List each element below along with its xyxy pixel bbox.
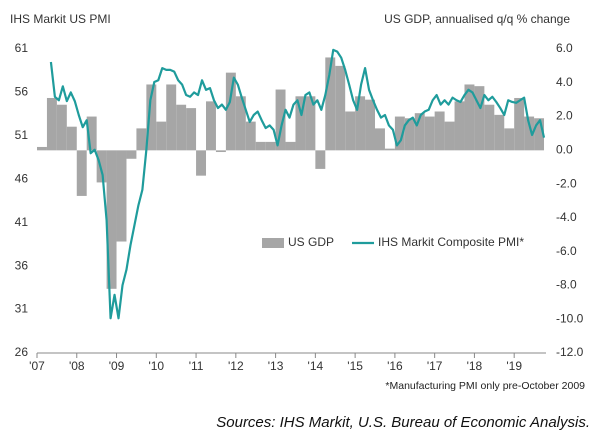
bar (384, 148, 395, 151)
x-tick-label: '19 (506, 359, 522, 373)
y2-tick-label: 0.0 (556, 143, 573, 157)
pmi-line (49, 48, 546, 320)
bar (166, 84, 177, 151)
y-tick-label: 31 (15, 302, 29, 316)
bar (404, 118, 415, 151)
x-tick-label: '17 (427, 359, 443, 373)
bar (504, 128, 515, 151)
bar (126, 150, 137, 159)
bar (464, 84, 475, 151)
bar (325, 57, 336, 151)
y2-tick-label: -8.0 (556, 278, 577, 292)
y-tick-label: 51 (15, 128, 29, 142)
y-tick-label: 41 (15, 215, 29, 229)
bar (96, 150, 107, 183)
x-tick-label: '18 (467, 359, 483, 373)
bar (156, 121, 167, 151)
bar (514, 97, 525, 151)
bar (66, 126, 77, 151)
x-tick-label: '10 (148, 359, 164, 373)
bar (235, 96, 246, 151)
bar (524, 116, 535, 151)
legend-swatch (262, 238, 284, 248)
bar (534, 118, 545, 151)
bar (136, 128, 147, 151)
legend-label: IHS Markit Composite PMI* (378, 235, 524, 249)
bar (225, 72, 236, 151)
y2-axis-label: US GDP, annualised q/q % change (384, 12, 570, 26)
bar (355, 96, 366, 151)
y-tick-label: 36 (15, 258, 29, 272)
x-tick-label: '08 (69, 359, 85, 373)
bar (196, 150, 207, 176)
bar (295, 96, 306, 151)
bar (454, 101, 465, 151)
source: Sources: IHS Markit, U.S. Bureau of Econ… (216, 414, 590, 431)
bar (394, 116, 405, 151)
bar (365, 99, 376, 151)
x-tick-label: '14 (308, 359, 324, 373)
y-tick-label: 61 (15, 41, 29, 55)
bar (444, 121, 455, 151)
bar (37, 146, 47, 151)
bar (206, 101, 216, 151)
x-tick-label: '09 (109, 359, 125, 373)
y2-tick-label: 6.0 (556, 41, 573, 55)
x-tick-label: '11 (189, 359, 204, 373)
footnote: *Manufacturing PMI only pre-October 2009 (385, 380, 585, 392)
bar (484, 104, 495, 151)
bar (245, 121, 256, 151)
y2-tick-label: -6.0 (556, 244, 577, 258)
y2-tick-label: -2.0 (556, 176, 577, 190)
bar (46, 97, 57, 151)
bar (414, 113, 425, 151)
bar (424, 116, 435, 151)
bar (474, 86, 485, 151)
y2-tick-label: 4.0 (556, 75, 573, 89)
bar (76, 150, 87, 196)
y-tick-label: 26 (15, 345, 29, 359)
x-tick-label: '15 (347, 359, 363, 373)
legend-label: US GDP (288, 235, 334, 249)
bar (285, 141, 296, 151)
bar (494, 114, 505, 151)
bar (215, 150, 226, 153)
bar (116, 150, 127, 242)
x-tick-label: '13 (268, 359, 284, 373)
bar (335, 65, 346, 151)
bar (146, 84, 157, 151)
bar (434, 111, 445, 151)
bar (265, 141, 276, 151)
bar (375, 128, 385, 151)
y-tick-label: 56 (15, 85, 29, 99)
bar (56, 104, 67, 151)
bar (106, 150, 117, 289)
bar (176, 104, 187, 151)
x-tick-label: '12 (228, 359, 244, 373)
bar (186, 108, 197, 151)
x-tick-label: '16 (387, 359, 403, 373)
bar (255, 141, 266, 151)
y-tick-label: 46 (15, 171, 29, 185)
y2-tick-label: -10.0 (556, 311, 584, 325)
bar (345, 111, 356, 151)
bar (305, 96, 316, 151)
x-tick-label: '07 (29, 359, 45, 373)
y-axis-label: IHS Markit US PMI (10, 12, 111, 26)
bar (275, 89, 286, 151)
y2-tick-label: -4.0 (556, 210, 577, 224)
y2-tick-label: 2.0 (556, 109, 573, 123)
y2-tick-label: -12.0 (556, 345, 584, 359)
bar (315, 150, 326, 169)
bar (86, 116, 97, 151)
